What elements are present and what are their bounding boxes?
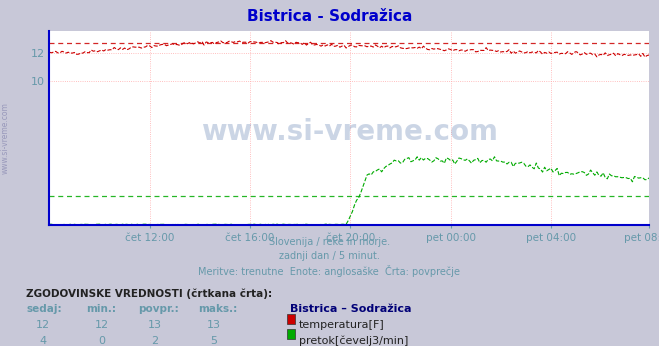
- Text: Meritve: trenutne  Enote: anglosaške  Črta: povprečje: Meritve: trenutne Enote: anglosaške Črta…: [198, 265, 461, 277]
- Text: 0: 0: [99, 336, 105, 346]
- Text: 13: 13: [148, 320, 162, 330]
- Text: 2: 2: [152, 336, 158, 346]
- Text: Bistrica – Sodražica: Bistrica – Sodražica: [290, 304, 411, 315]
- Text: ZGODOVINSKE VREDNOSTI (črtkana črta):: ZGODOVINSKE VREDNOSTI (črtkana črta):: [26, 289, 272, 299]
- Text: 13: 13: [207, 320, 221, 330]
- Text: sedaj:: sedaj:: [26, 304, 62, 315]
- Text: 4: 4: [40, 336, 46, 346]
- Text: www.si-vreme.com: www.si-vreme.com: [1, 102, 10, 174]
- Text: maks.:: maks.:: [198, 304, 237, 315]
- Text: Slovenija / reke in morje.: Slovenija / reke in morje.: [269, 237, 390, 247]
- Text: 12: 12: [36, 320, 50, 330]
- Text: pretok[čevelj3/min]: pretok[čevelj3/min]: [299, 336, 408, 346]
- Text: Bistrica - Sodražica: Bistrica - Sodražica: [247, 9, 412, 24]
- Text: 5: 5: [211, 336, 217, 346]
- Text: povpr.:: povpr.:: [138, 304, 179, 315]
- Text: 12: 12: [95, 320, 109, 330]
- Text: min.:: min.:: [86, 304, 116, 315]
- Text: temperatura[F]: temperatura[F]: [299, 320, 384, 330]
- Text: www.si-vreme.com: www.si-vreme.com: [201, 118, 498, 146]
- Text: zadnji dan / 5 minut.: zadnji dan / 5 minut.: [279, 251, 380, 261]
